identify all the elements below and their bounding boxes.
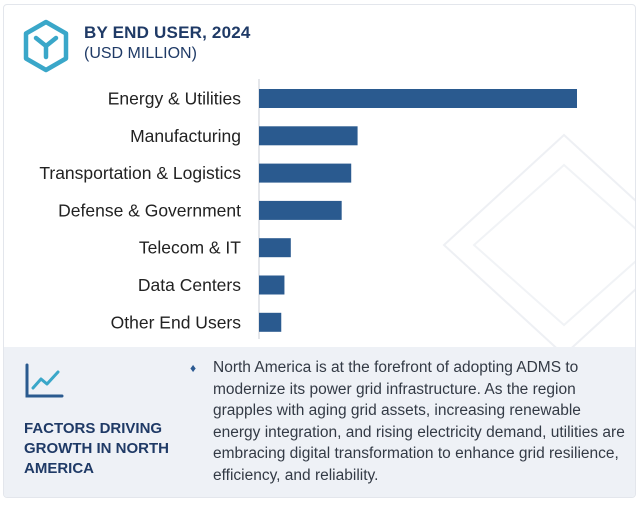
diamond-bullet-icon: ♦: [190, 361, 197, 375]
category-label: Other End Users: [111, 312, 242, 332]
hexagon-logo-icon: [23, 19, 69, 73]
bar: [259, 238, 291, 258]
category-label: Telecom & IT: [139, 238, 241, 258]
category-label: Defense & Government: [58, 200, 241, 220]
category-label: Manufacturing: [130, 126, 241, 146]
bar: [259, 200, 342, 220]
bar: [259, 312, 282, 332]
bar: [259, 89, 577, 108]
bar: [259, 163, 352, 183]
bar-chart: Energy & Utilities Manufacturing Transport…: [39, 79, 577, 339]
factors-panel: FACTORS DRIVING GROWTH IN NORTH AMERICA …: [4, 347, 635, 497]
category-label: Data Centers: [138, 275, 241, 295]
panel-title: FACTORS DRIVING GROWTH IN NORTH AMERICA: [24, 420, 169, 477]
background-diamond-shape: [442, 133, 635, 357]
category-label: Transportation & Logistics: [39, 163, 241, 183]
bar: [259, 126, 358, 146]
chart-subtitle: (USD MILLION): [84, 45, 197, 62]
trend-line-icon: [25, 363, 64, 398]
category-label: Energy & Utilities: [108, 89, 241, 109]
chart-title: BY END USER, 2024: [84, 23, 251, 42]
panel-description: North America is at the forefront of ado…: [213, 359, 625, 484]
bar: [259, 275, 285, 295]
chart-card: BY END USER, 2024 (USD MILLION) Energy &…: [3, 4, 636, 498]
